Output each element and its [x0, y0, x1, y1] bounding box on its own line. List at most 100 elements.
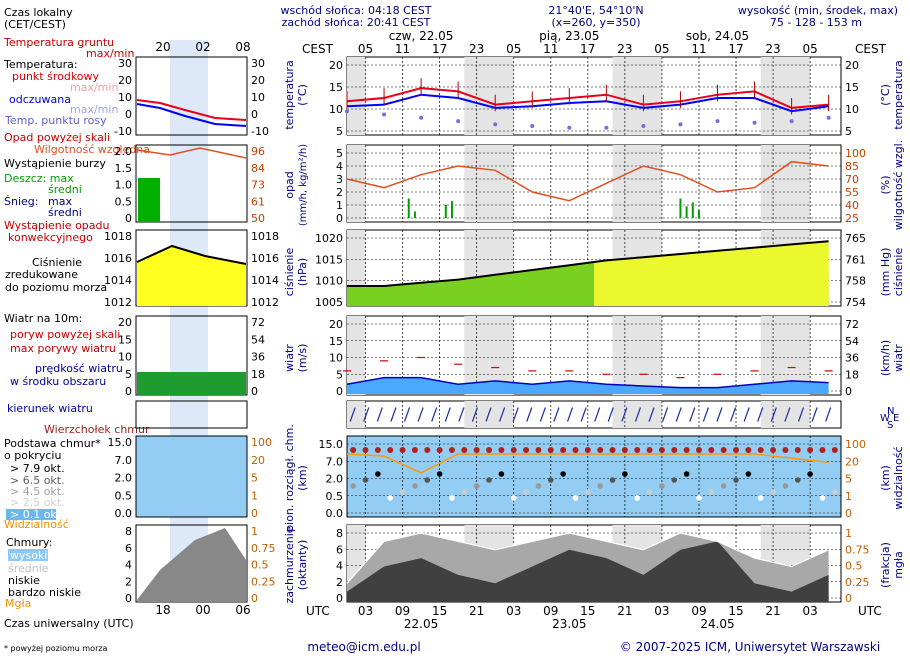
cloud-top-dot — [634, 447, 641, 453]
cloud-base-dot — [782, 483, 789, 489]
cloud-top-dot — [819, 447, 826, 453]
ytick-left: 0 — [336, 592, 343, 605]
wind-arrow — [390, 407, 397, 422]
wind-arrow — [716, 407, 723, 422]
cloud-top-dot — [683, 447, 690, 453]
utc-tick: 15 — [580, 604, 595, 618]
day-label-bottom: 22.05 — [404, 617, 438, 631]
ytick-left: 2 — [336, 186, 343, 199]
legend-ytick: 0.5 — [115, 195, 133, 208]
legend-ytick-right: 1014 — [251, 274, 279, 287]
legend-ytick: 0.5 — [115, 489, 133, 502]
ytick-left: 1015 — [315, 253, 343, 266]
night-band — [760, 145, 811, 222]
night-band — [347, 316, 366, 395]
wind-arrow — [784, 407, 791, 422]
utc-tick: 15 — [728, 604, 743, 618]
grid-text: (x=260, y=350) — [551, 16, 640, 29]
ytick-left: 20 — [329, 59, 343, 72]
cloud-base-dot — [659, 483, 665, 489]
cloud-top-dot — [362, 447, 369, 453]
ytick-left: 0 — [336, 212, 343, 225]
wind-speed-area — [347, 377, 829, 394]
dew-point — [530, 124, 535, 129]
precip-bar — [679, 198, 682, 218]
legend-pressure-line — [136, 244, 247, 265]
cloud-top-dot — [424, 447, 431, 453]
legend-ytick: 10 — [118, 351, 132, 364]
utc-ticks: 03 09 15 21 03 09 15 21 03 09 15 21 03 — [358, 604, 818, 618]
ytick-right: 54 — [845, 335, 859, 348]
legend-snow-mid: średni — [48, 206, 82, 219]
compass-n: N — [887, 406, 894, 417]
cov-label-left: zachmurzenie — [283, 526, 296, 603]
legend-ytick-right: 20 — [251, 454, 265, 467]
wind-arrow — [403, 407, 411, 422]
cloud-base-dot — [634, 495, 641, 501]
cloud-top-dot — [486, 447, 493, 453]
legend-dew: Temp. punktu rosy — [4, 114, 107, 127]
legend-okt01-bg — [6, 509, 56, 520]
legend-temperature: Temperatura: — [3, 58, 78, 71]
ytick-right: 0 — [845, 592, 852, 605]
legend-okt79: > 7.9 okt. — [10, 462, 65, 475]
footer-email[interactable]: meteo@icm.edu.pl — [307, 640, 420, 654]
wind-arrow — [689, 407, 696, 422]
cest-label-right: CEST — [855, 42, 887, 56]
dew-point — [382, 112, 387, 117]
legend-pressure-area — [137, 246, 246, 306]
wind-arrow — [512, 407, 519, 422]
compass-e: E — [893, 413, 899, 424]
legend-fog: Mgła — [5, 597, 31, 610]
legend-ytick: 0 — [125, 108, 132, 121]
sunrise-text: wschód słońca: 04:18 CEST — [280, 4, 431, 17]
cloud-base-dot — [572, 495, 579, 501]
ytick-right: 36 — [845, 352, 859, 365]
legend-footnote: * powyżej poziomu morza — [4, 644, 108, 653]
cloud-unit-left: (km) — [296, 465, 309, 491]
legend-temp-mid: punkt środkowy — [12, 70, 100, 83]
cloud-top-dot — [807, 447, 814, 453]
legend-cl-high: wysokie — [10, 549, 54, 562]
legend-okt45: > 4.5 okt. — [10, 485, 65, 498]
ytick-right: 40 — [845, 199, 859, 212]
legend-ytick-right: 1016 — [251, 252, 279, 265]
ytick-right: 754 — [845, 296, 866, 309]
legend-ytick-right: 30 — [251, 57, 265, 70]
ytick-left: 6 — [336, 543, 343, 556]
cloud-base-dot — [350, 483, 356, 489]
ytick-right: 0.75 — [845, 543, 870, 556]
legend-ytick-right: 50 — [251, 212, 265, 225]
cloud-base-dot — [436, 471, 443, 477]
day-labels-top: czw, 22.05 pią, 23.05 sob, 24.05 — [389, 29, 749, 43]
coords-text: 21°40'E, 54°10'N — [548, 4, 643, 17]
cloud-top-dot — [658, 447, 665, 453]
legend-temp-felt-maxmin: max/min — [70, 103, 118, 116]
wind-speed-line — [346, 376, 829, 389]
legend-precip-above: Opad powyżej skali — [4, 131, 110, 144]
legend-ytick: 4 — [125, 559, 132, 572]
dew-point — [789, 119, 794, 124]
ytick-right: 20 — [845, 59, 859, 72]
cloud-top-dot — [535, 447, 542, 453]
cloud-base-dot — [807, 471, 813, 477]
utc-label-left: UTC — [306, 604, 330, 618]
cloud-top-dot — [621, 447, 628, 453]
ytick-left: 10 — [329, 352, 343, 365]
cest-tick: 17 — [728, 42, 743, 56]
legend-ytick-right: 96 — [251, 145, 265, 158]
dew-point — [493, 122, 498, 127]
sunset-text: zachód słońca: 20:41 CEST — [282, 16, 431, 29]
cloud-high-line — [346, 532, 829, 584]
cloud-top-dot — [473, 447, 480, 453]
cloud-top-dot — [609, 447, 616, 453]
ytick-left: 1 — [336, 199, 343, 212]
cov-label-right: mgła — [892, 551, 905, 579]
cest-tick: 11 — [543, 42, 558, 56]
legend-ytick: 2 — [125, 575, 132, 588]
cloud-base-dot — [819, 495, 826, 501]
legend-mini-panels: 3020100-102.01.51.00.5010181016101410122… — [104, 56, 279, 605]
utc-tick: 09 — [543, 604, 558, 618]
cest-ticks: 05 11 17 23 05 11 17 23 05 11 17 23 05 — [358, 42, 818, 56]
legend-panel-frame — [135, 144, 248, 223]
